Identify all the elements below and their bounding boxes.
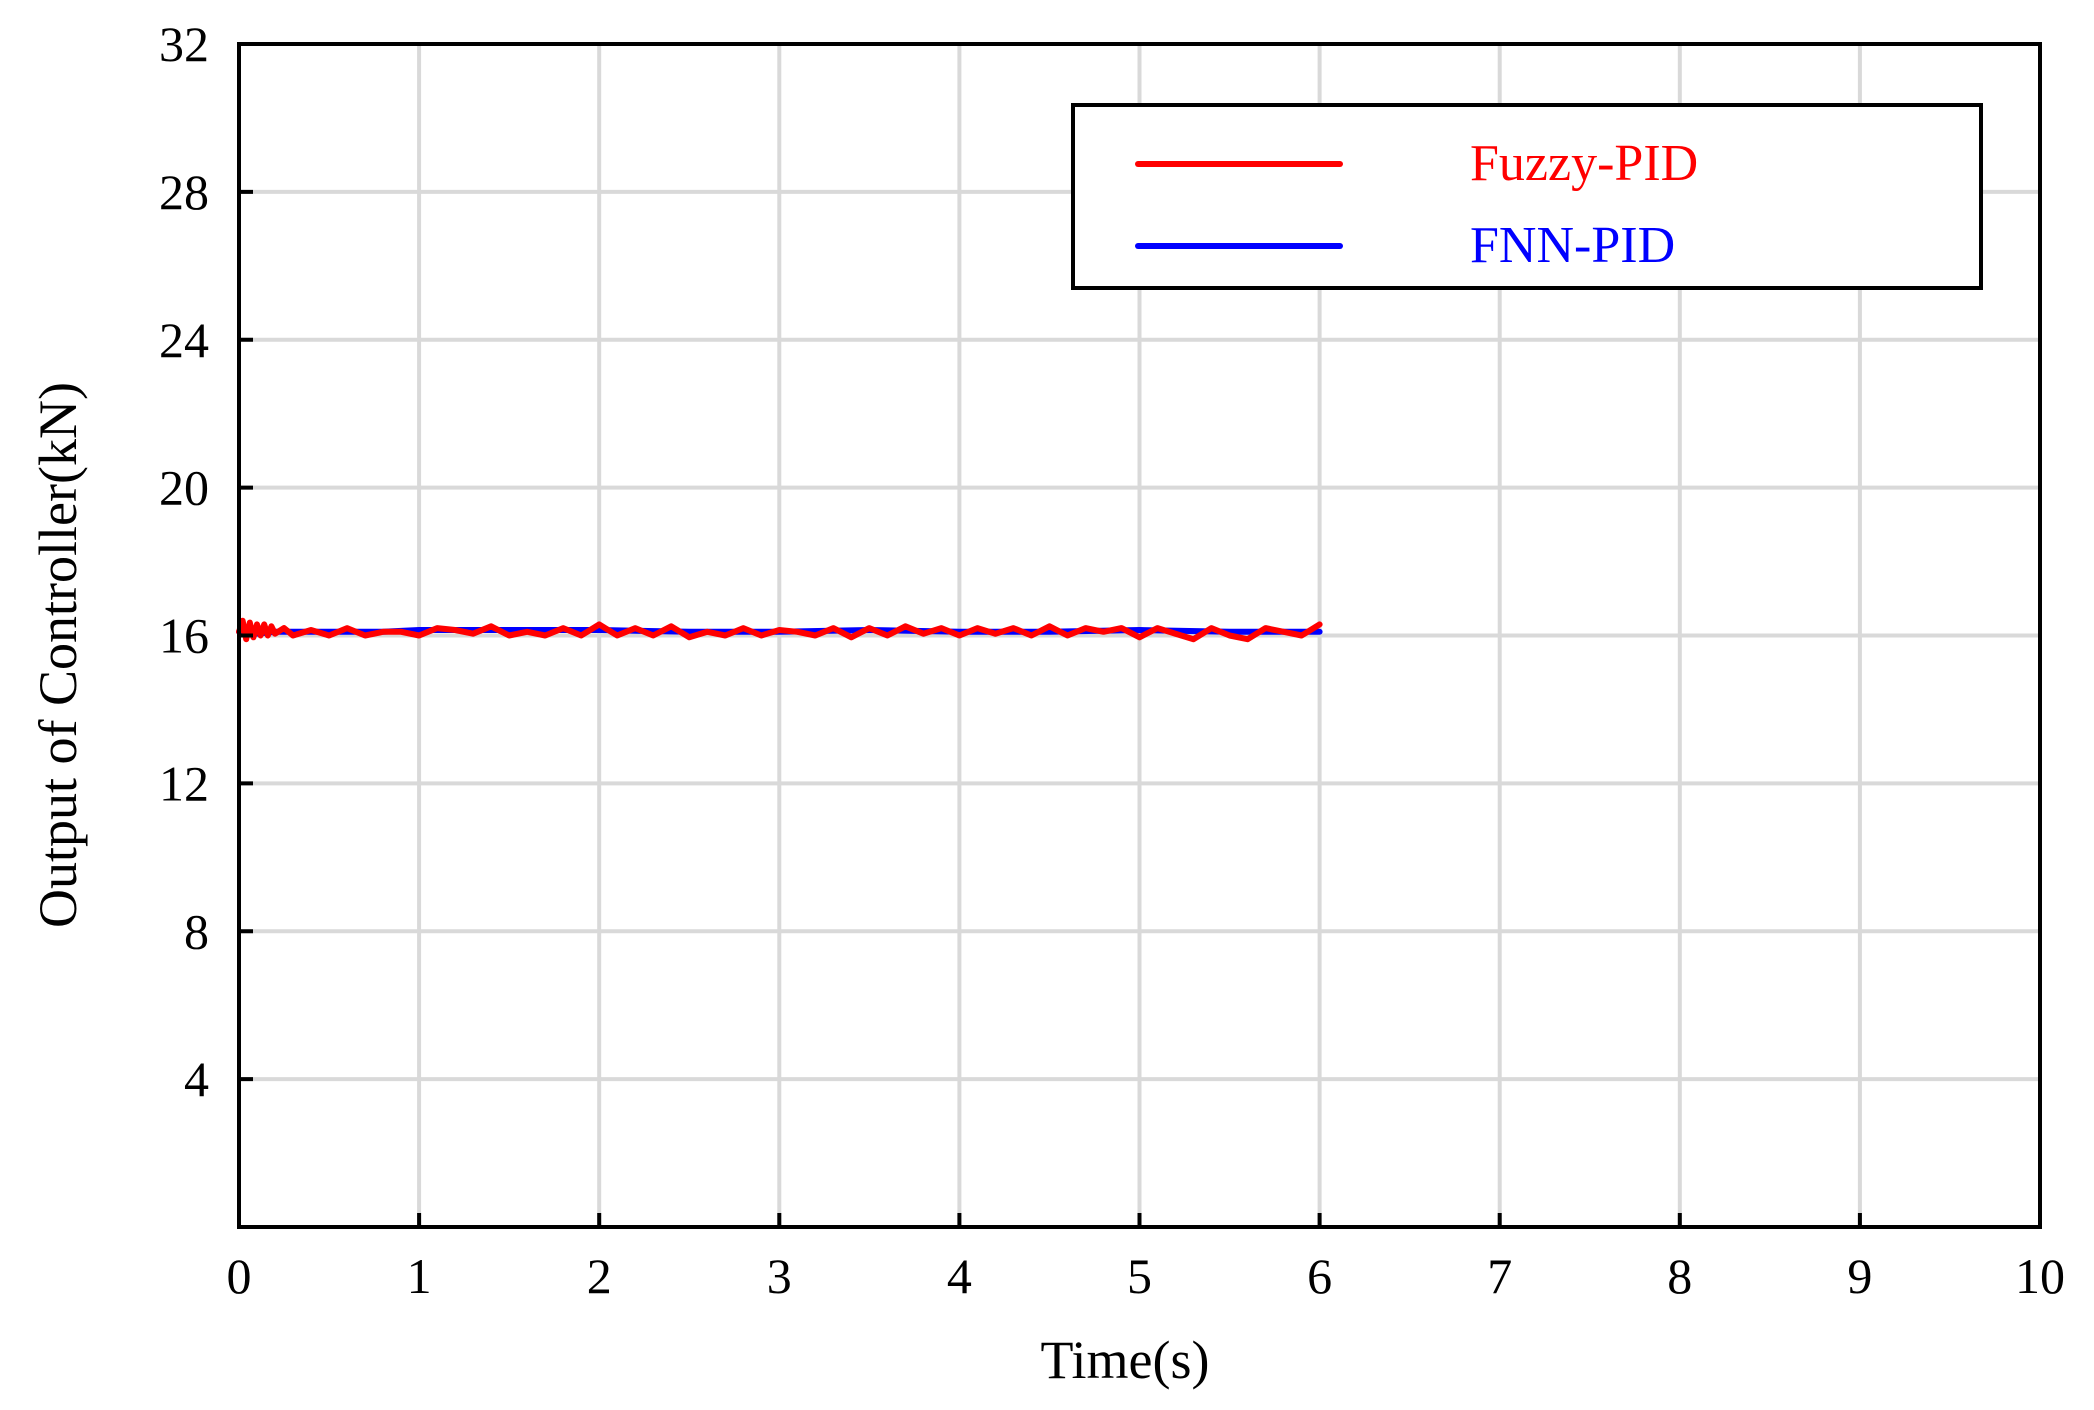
- series-layer: [236, 617, 1323, 643]
- x-tick-label: 5: [1127, 1248, 1152, 1304]
- x-tick-label: 7: [1487, 1248, 1512, 1304]
- x-axis-title: Time(s): [1040, 1330, 1209, 1390]
- legend-label-fuzzy-pid: Fuzzy-PID: [1470, 135, 1698, 192]
- legend-box: [1071, 103, 1983, 290]
- x-tick-label: 10: [2015, 1248, 2065, 1304]
- series-line-fuzzy-pid: [236, 617, 1323, 643]
- x-tick-label: 1: [407, 1248, 432, 1304]
- y-tick-label: 12: [159, 755, 209, 811]
- y-axis-title: Output of Controller(kN): [28, 382, 88, 928]
- y-tick-label: 4: [184, 1051, 209, 1107]
- x-tick-label: 6: [1307, 1248, 1332, 1304]
- legend: Fuzzy-PID FNN-PID: [1071, 103, 1983, 290]
- x-tick-label: 0: [227, 1248, 252, 1304]
- x-tick-label: 2: [587, 1248, 612, 1304]
- y-tick-label: 8: [184, 903, 209, 959]
- x-tick-label: 8: [1667, 1248, 1692, 1304]
- y-tick-label: 32: [159, 16, 209, 72]
- legend-label-fnn-pid: FNN-PID: [1470, 217, 1675, 274]
- x-tick-label: 3: [767, 1248, 792, 1304]
- x-tick-label: 4: [947, 1248, 972, 1304]
- ticks: [237, 42, 2042, 1227]
- y-tick-label: 28: [159, 164, 209, 220]
- y-tick-label: 20: [159, 460, 209, 516]
- x-tick-label: 9: [1847, 1248, 1872, 1304]
- y-tick-label: 16: [159, 608, 209, 664]
- y-tick-label: 24: [159, 312, 209, 368]
